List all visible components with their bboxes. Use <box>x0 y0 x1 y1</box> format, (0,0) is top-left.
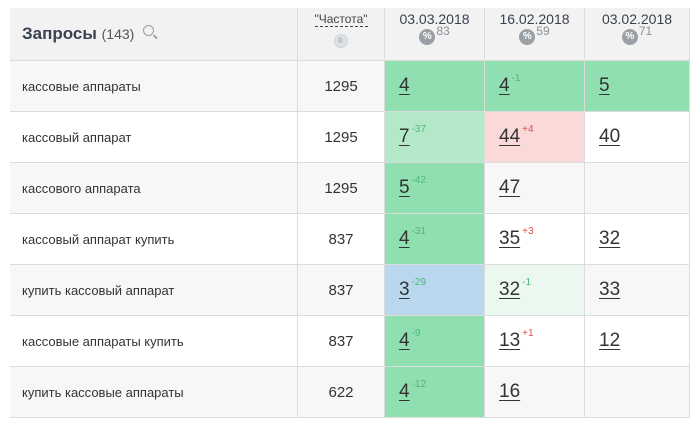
position-link[interactable]: 13 <box>499 330 521 351</box>
position-link[interactable]: 44 <box>499 126 521 147</box>
position-change: +1 <box>522 327 534 339</box>
position-change: -42 <box>411 174 427 186</box>
position-cell: 7 -37 <box>385 112 485 162</box>
position-cell: 33 <box>585 265 690 315</box>
visibility-indicator: % 59 <box>519 24 550 46</box>
visibility-value: 71 <box>638 24 653 38</box>
frequency-cell: 622 <box>298 367 385 417</box>
visibility-value: 83 <box>436 24 450 38</box>
position-cell: 4 -9 <box>385 316 485 366</box>
frequency-cell: 1295 <box>298 61 385 111</box>
frequency-cell: 1295 <box>298 163 385 213</box>
position-cell: 4 -1 <box>485 61 585 111</box>
position-cell <box>585 367 690 417</box>
position-cell: 16 <box>485 367 585 417</box>
position-change: -9 <box>411 327 421 339</box>
query-cell: купить кассовый аппарат <box>10 265 298 315</box>
position-change: -1 <box>522 276 532 288</box>
position-link[interactable]: 32 <box>599 228 621 249</box>
position-cell: 5 <box>585 61 690 111</box>
position-cell: 5 -42 <box>385 163 485 213</box>
position-change: -31 <box>411 225 427 237</box>
position-cell: 13 +1 <box>485 316 585 366</box>
position-link[interactable]: 4 <box>399 330 410 351</box>
position-link[interactable]: 4 <box>499 75 510 96</box>
table-bottom-border <box>10 417 690 418</box>
position-cell: 40 <box>585 112 690 162</box>
position-change: +3 <box>522 225 534 237</box>
query-cell: кассовые аппараты купить <box>10 316 298 366</box>
position-link[interactable]: 3 <box>399 279 410 300</box>
frequency-cell: 837 <box>298 214 385 264</box>
position-cell: 12 <box>585 316 690 366</box>
position-link[interactable]: 33 <box>599 279 621 300</box>
date-column-header[interactable]: 03.03.2018% 83 <box>385 8 485 60</box>
position-change: -12 <box>411 378 427 390</box>
position-cell: 47 <box>485 163 585 213</box>
row-divider <box>10 111 690 112</box>
position-link[interactable]: 4 <box>399 381 410 402</box>
position-change: -1 <box>511 72 521 84</box>
row-divider <box>10 366 690 367</box>
position-cell: 35 +3 <box>485 214 585 264</box>
position-change: +4 <box>522 123 534 135</box>
position-cell: 4 -12 <box>385 367 485 417</box>
position-link[interactable]: 47 <box>499 177 521 198</box>
position-cell: 44 +4 <box>485 112 585 162</box>
date-label: 16.02.2018 <box>499 11 570 27</box>
frequency-header-label[interactable]: "Частота" <box>314 12 368 27</box>
position-cell <box>585 163 690 213</box>
visibility-indicator: % 83 <box>419 24 450 46</box>
query-cell: купить кассовые аппараты <box>10 367 298 417</box>
query-header-title: Запросы (143) <box>22 24 155 44</box>
query-count: (143) <box>101 26 135 42</box>
row-divider <box>10 315 690 316</box>
position-cell: 32 -1 <box>485 265 585 315</box>
search-icon[interactable] <box>143 25 155 36</box>
query-header-label: Запросы <box>22 24 97 43</box>
date-label: 03.03.2018 <box>399 11 470 27</box>
position-link[interactable]: 5 <box>399 177 410 198</box>
query-cell: кассовые аппараты <box>10 61 298 111</box>
position-link[interactable]: 32 <box>499 279 521 300</box>
position-cell: 4 <box>385 61 485 111</box>
row-divider <box>10 213 690 214</box>
visibility-indicator: % 71 <box>621 24 652 46</box>
query-cell: кассовый аппарат купить <box>10 214 298 264</box>
position-link[interactable]: 4 <box>399 75 410 96</box>
date-column-header[interactable]: 16.02.2018% 59 <box>485 8 585 60</box>
frequency-cell: 837 <box>298 265 385 315</box>
row-divider <box>10 162 690 163</box>
date-column-header[interactable]: 03.02.2018% 71 <box>585 8 690 60</box>
position-link[interactable]: 7 <box>399 126 410 147</box>
percent-icon: % <box>419 28 436 45</box>
row-divider <box>10 60 690 61</box>
position-link[interactable]: 5 <box>599 75 610 96</box>
position-cell: 3 -29 <box>385 265 485 315</box>
query-cell: кассовый аппарат <box>10 112 298 162</box>
position-cell: 4 -31 <box>385 214 485 264</box>
query-column-header[interactable]: Запросы (143) <box>10 8 298 60</box>
query-cell: кассового аппарата <box>10 163 298 213</box>
position-link[interactable]: 16 <box>499 381 521 402</box>
position-link[interactable]: 4 <box>399 228 410 249</box>
frequency-column-header[interactable]: "Частота" <box>298 8 385 60</box>
position-cell: 32 <box>585 214 690 264</box>
position-change: -29 <box>411 276 427 288</box>
percent-icon: % <box>621 28 638 45</box>
position-change: -37 <box>411 123 427 135</box>
visibility-value: 59 <box>536 24 550 38</box>
percent-icon: % <box>519 28 536 45</box>
frequency-cell: 837 <box>298 316 385 366</box>
row-divider <box>10 264 690 265</box>
globe-icon <box>334 34 348 48</box>
position-link[interactable]: 12 <box>599 330 621 351</box>
date-label: 03.02.2018 <box>601 11 673 27</box>
position-link[interactable]: 40 <box>599 126 621 147</box>
position-link[interactable]: 35 <box>499 228 521 249</box>
frequency-cell: 1295 <box>298 112 385 162</box>
